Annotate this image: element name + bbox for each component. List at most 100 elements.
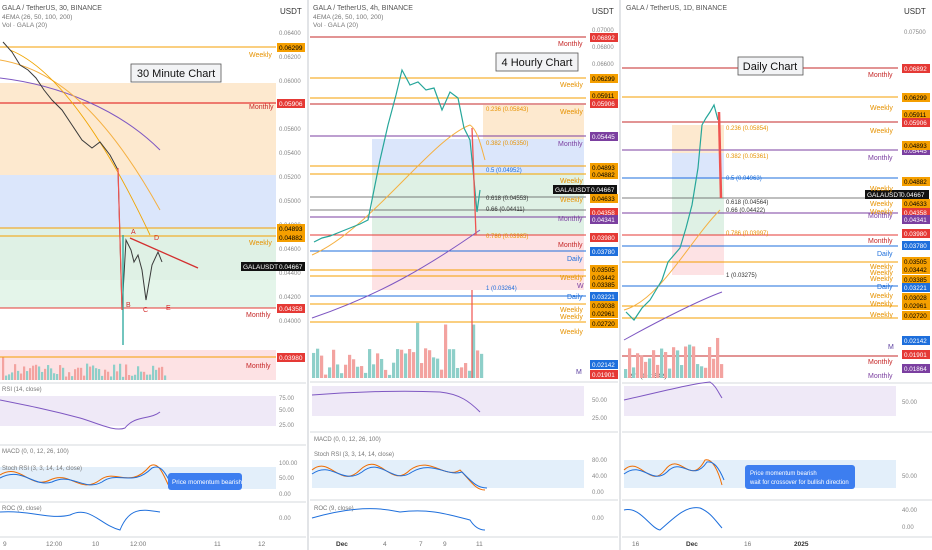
level-tag-text: 0.03385 <box>904 277 927 284</box>
volume-bar <box>17 370 20 380</box>
volume-bar <box>14 364 17 380</box>
stoch-tick: 50.00 <box>902 474 918 480</box>
level-tag-text: 0.05445 <box>904 148 927 155</box>
level-tag-text: 0.05911 <box>592 93 615 100</box>
panel3-roc-line <box>623 507 723 531</box>
volume-bar <box>161 366 164 380</box>
level-tag <box>590 309 618 318</box>
volume-bar <box>320 355 324 378</box>
panel3-zone <box>672 179 724 235</box>
volume-bar <box>140 371 143 380</box>
panel2-ticker: GALAUSDT <box>555 187 590 194</box>
panel1-currency: USDT <box>280 7 302 16</box>
volume-bar <box>146 374 149 380</box>
volume-bar <box>640 355 644 378</box>
panel3-ema-50 <box>623 209 721 311</box>
level-word: Weekly <box>870 270 893 277</box>
stoch-tick: 100.00 <box>279 461 298 467</box>
level-word: Monthly <box>868 359 893 366</box>
price-tick: 0.05000 <box>279 199 301 205</box>
panel3-volume <box>624 337 724 378</box>
level-tag-text: 0.06299 <box>904 95 927 102</box>
volume-bar <box>676 350 680 378</box>
volume-bar <box>420 363 424 378</box>
level-tag-text: 0.03221 <box>592 294 615 301</box>
volume-bar <box>122 376 125 380</box>
panel3-rsi-line <box>623 381 723 401</box>
panel2-ema-50 <box>311 124 486 256</box>
price-tick: 0.06600 <box>592 62 614 68</box>
volume-bar <box>128 374 131 380</box>
price-tick: 0.04400 <box>279 271 301 277</box>
volume-bar <box>89 366 92 380</box>
level-tag <box>590 194 618 203</box>
panel1-header: GALA / TetherUS, 30, BINANCE <box>2 5 102 12</box>
panel1-callout-box <box>168 473 242 490</box>
price-tick: 0.06400 <box>279 31 301 37</box>
level-tag <box>902 283 930 292</box>
panel1-level-tag <box>277 43 305 52</box>
time-label: 10 <box>92 541 100 548</box>
panel2-volume <box>312 322 484 378</box>
volume-bar <box>316 348 320 378</box>
panel3-stoch-d <box>623 461 725 481</box>
panel1-rsi-band <box>0 396 276 426</box>
price-tick: 0.06800 <box>592 45 614 51</box>
level-word: Weekly <box>870 293 893 300</box>
time-label: 16 <box>632 541 640 548</box>
level-tag <box>902 311 930 320</box>
level-tag <box>590 215 618 224</box>
level-tag <box>902 265 930 274</box>
volume-bar <box>440 369 444 378</box>
volume-bar <box>636 353 640 378</box>
time-label: 4 <box>383 541 387 548</box>
volume-bar <box>664 352 668 378</box>
level-tag-text: 0.04633 <box>904 201 927 208</box>
level-tag-text: 0.04358 <box>592 210 615 217</box>
panel1-level-tags: 0.06299 0.05906 0.04893 0.04882 0.04358 … <box>241 43 305 362</box>
level-tag <box>902 336 930 345</box>
panel3-header: GALA / TetherUS, 1D, BINANCE <box>626 5 727 12</box>
price-tick: 0.05200 <box>279 175 301 181</box>
volume-bar <box>716 337 720 378</box>
fib-label: 0.382 (0.05350) <box>486 141 528 147</box>
volume-bar <box>59 365 62 380</box>
panel1-indicator-ema: 4EMA (26, 50, 100, 200) <box>2 14 72 21</box>
price-tick: 0.04000 <box>279 319 301 325</box>
level-tag <box>590 170 618 179</box>
panel1-ticker-tag <box>241 262 305 271</box>
level-word: Weekly <box>870 276 893 283</box>
level-word: Monthly <box>868 213 893 220</box>
fib-label: 0.786 (0.03997) <box>726 231 768 237</box>
volume-bar <box>628 348 632 378</box>
level-tag-text: 0.06892 <box>904 66 927 73</box>
level-word: Monthly <box>558 41 583 48</box>
level-tag-text: 0.01901 <box>592 372 615 379</box>
level-word: Weekly <box>560 275 583 282</box>
volume-bar <box>692 346 696 378</box>
volume-bar <box>104 369 107 380</box>
rsi-tick: 50.00 <box>902 400 918 406</box>
volume-bar <box>372 364 376 378</box>
panel1-ema-50 <box>9 49 151 236</box>
level-tag <box>902 146 930 155</box>
fib-label: 0.618 (0.04553) <box>486 196 528 202</box>
roc-tick: 0.00 <box>902 525 914 531</box>
level-word: Monthly <box>246 312 271 319</box>
level-tag <box>590 233 618 242</box>
level-tag <box>590 99 618 108</box>
volume-bar <box>368 349 372 378</box>
volume-bar <box>412 352 416 378</box>
volume-bar <box>700 366 704 378</box>
wave-label-a: A <box>131 229 136 236</box>
rsi-tick: 50.00 <box>592 398 608 404</box>
volume-bar <box>468 370 472 378</box>
panel2-wick <box>471 127 477 236</box>
volume-bar <box>80 367 83 380</box>
volume-bar <box>11 372 14 380</box>
panel1-ticker-price: 0.04667 <box>279 264 303 271</box>
level-tag-text: 0.05906 <box>904 120 927 127</box>
volume-bar <box>152 365 155 380</box>
volume-bar <box>720 364 724 378</box>
